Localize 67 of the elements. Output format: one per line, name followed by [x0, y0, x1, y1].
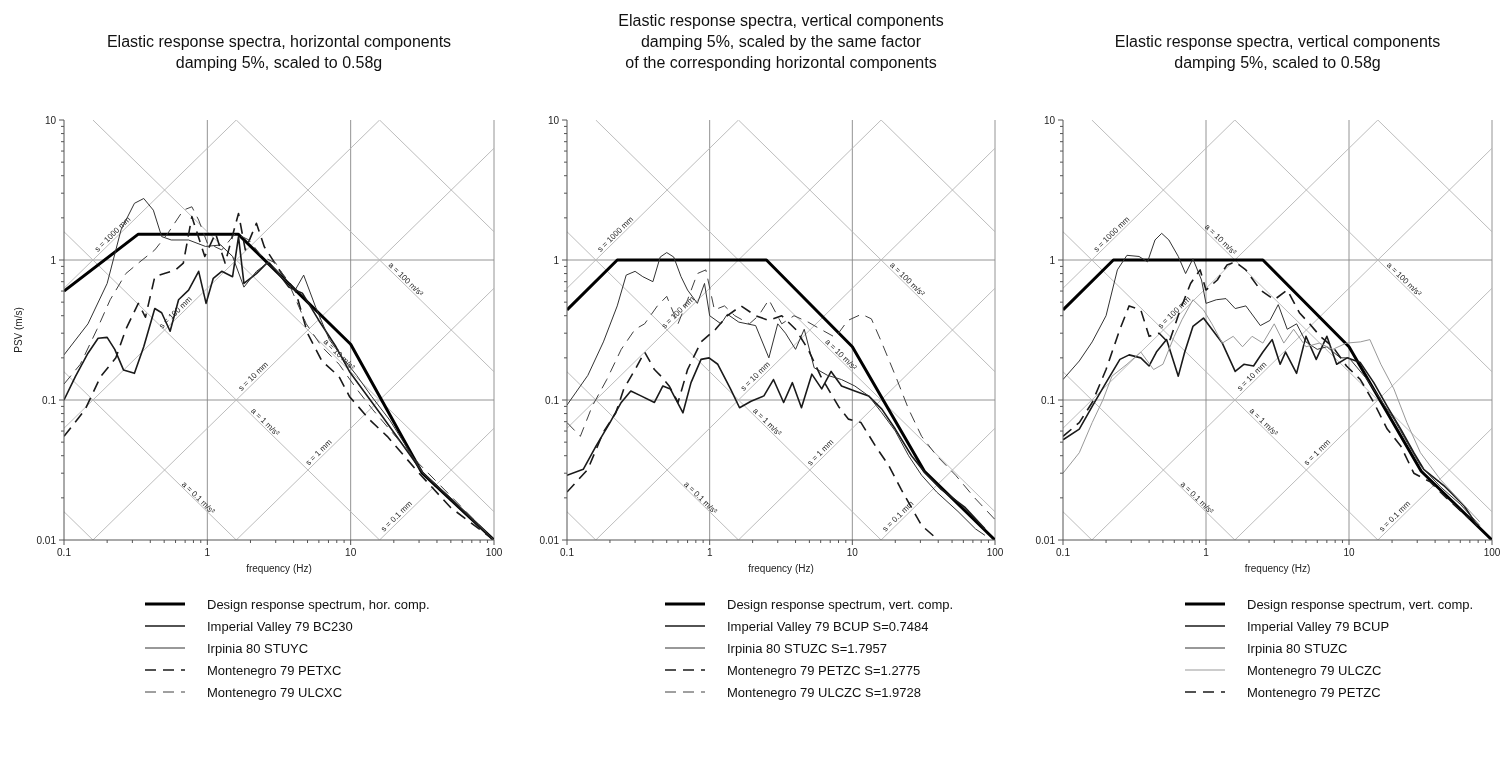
annotation: a = 1 m/s²	[751, 406, 784, 439]
annotation: a = 100 m/s²	[887, 260, 927, 299]
legend-label: Montenegro 79 PETZC S=1.2775	[727, 662, 921, 678]
x-tick-label: 0.1	[560, 547, 575, 558]
legend-label: Design response spectrum, vert. comp.	[1247, 596, 1474, 612]
x-tick-label: 100	[986, 547, 1004, 558]
annotation: a = 1 m/s²	[249, 406, 282, 438]
annotation: a = 10 m/s²	[823, 337, 859, 373]
y-tick-label: 0.01	[539, 534, 560, 546]
chart-title: Elastic response spectra, vertical components damping 5%, scaled by the same factor of the corresponding horizontal components	[618, 12, 944, 71]
legend-label: Montenegro 79 ULCZC	[1247, 662, 1382, 678]
x-tick-label: 10	[846, 547, 859, 558]
chart-title: Elastic response spectra, horizontal components damping 5%, scaled to 0.58g	[106, 33, 452, 71]
y-tick-label: 0.01	[1035, 534, 1056, 546]
annotation: s = 1 mm	[805, 437, 836, 468]
legend-label: Imperial Valley 79 BC230	[207, 618, 353, 634]
legend-label: Montenegro 79 PETXC	[207, 662, 342, 678]
y-tick-label: 10	[1043, 114, 1056, 126]
x-tick-label: 0.1	[1056, 547, 1071, 558]
annotation: s = 1 mm	[1302, 437, 1333, 468]
x-tick-label: 100	[485, 547, 503, 558]
annotation: a = 1 m/s²	[1247, 406, 1280, 439]
y-axis-title: PSV (m/s)	[13, 307, 24, 353]
x-tick-label: 1	[706, 547, 713, 558]
y-tick-label: 10	[44, 114, 57, 126]
legend-label: Irpinia 80 STUZC S=1.7957	[727, 640, 888, 656]
legend-label: Montenegro 79 PETZC	[1247, 684, 1381, 700]
annotation: a = 100 m/s²	[386, 260, 426, 299]
annotation: s = 0.1 mm	[1377, 498, 1413, 534]
legend-label: Design response spectrum, vert. comp.	[727, 596, 954, 612]
legend-label: Imperial Valley 79 BCUP S=0.7484	[727, 618, 929, 634]
x-axis-title: frequency (Hz)	[246, 563, 312, 574]
y-tick-label: 1	[1049, 254, 1056, 266]
y-tick-label: 1	[50, 254, 57, 266]
annotation: a = 0.1 m/s²	[1178, 479, 1216, 517]
y-tick-label: 0.01	[36, 534, 57, 546]
y-tick-label: 1	[553, 254, 560, 266]
annotation: s = 10 mm	[738, 359, 773, 393]
x-tick-label: 0.1	[57, 547, 72, 558]
chart-title: Elastic response spectra, vertical components damping 5%, scaled to 0.58g	[1114, 33, 1441, 71]
y-tick-label: 0.1	[545, 394, 560, 406]
legend-label: Design response spectrum, hor. comp.	[207, 596, 430, 612]
annotation: s = 10 mm	[1235, 359, 1269, 393]
annotation: s = 0.1 mm	[379, 498, 415, 534]
x-tick-label: 1	[1203, 547, 1210, 558]
legend-label: Montenegro 79 ULCZC S=1.9728	[727, 684, 922, 700]
x-tick-label: 10	[1343, 547, 1355, 558]
x-tick-label: 10	[345, 547, 357, 558]
annotation: s = 10 mm	[236, 359, 271, 393]
y-tick-label: 10	[547, 114, 560, 126]
annotation: a = 0.1 m/s²	[179, 479, 217, 517]
legend-label: Irpinia 80 STUYC	[207, 640, 309, 656]
annotation: a = 10 m/s²	[1202, 222, 1239, 257]
annotation: s = 100 mm	[659, 294, 697, 331]
y-tick-label: 0.1	[1041, 394, 1056, 406]
x-tick-label: 1	[204, 547, 211, 558]
y-tick-label: 0.1	[42, 394, 57, 406]
x-axis-title: frequency (Hz)	[748, 563, 814, 574]
legend-label: Montenegro 79 ULCXC	[207, 684, 343, 700]
x-tick-label: 100	[1483, 547, 1501, 558]
legend-label: Imperial Valley 79 BCUP	[1247, 618, 1390, 634]
annotation: a = 0.1 m/s²	[682, 479, 720, 517]
annotation: s = 1 mm	[303, 437, 334, 468]
annotation: s = 100 mm	[1156, 294, 1193, 331]
x-axis-title: frequency (Hz)	[1244, 563, 1311, 574]
legend-label: Irpinia 80 STUZC	[1247, 640, 1348, 656]
annotation: a = 100 m/s²	[1384, 260, 1424, 299]
